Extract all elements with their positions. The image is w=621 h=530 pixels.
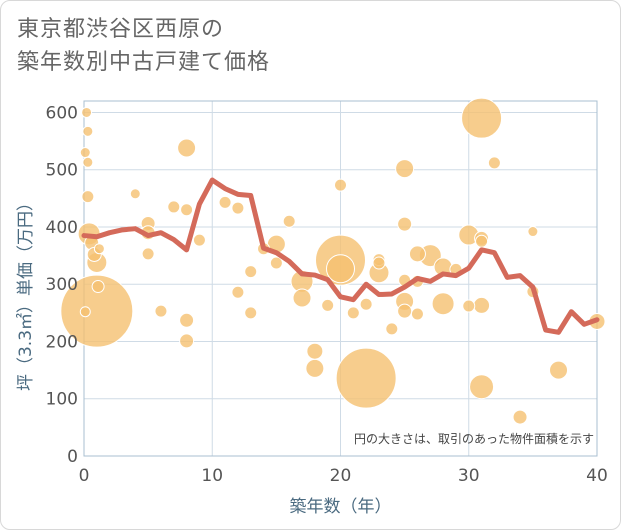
bubble-point — [177, 138, 197, 158]
bubble-point — [487, 156, 501, 170]
y-tick-label: 600 — [46, 103, 78, 123]
chart-title-line-2: 築年数別中古戸建て価格 — [17, 50, 271, 75]
bubble-point — [306, 342, 324, 360]
bubble-point — [82, 156, 94, 168]
bubble-point — [410, 307, 424, 321]
x-tick-label: 0 — [79, 466, 90, 486]
bubble-point — [549, 360, 569, 380]
bubble-point — [473, 296, 491, 314]
bubble-point — [326, 254, 355, 284]
bubble-point — [79, 147, 91, 159]
bubble-point — [218, 195, 232, 209]
bubble-point — [397, 216, 413, 232]
y-tick-label: 400 — [46, 218, 78, 238]
x-tick-label: 30 — [458, 466, 480, 486]
bubble-point — [179, 333, 195, 349]
bubble-point — [231, 285, 245, 299]
y-tick-label: 500 — [46, 161, 78, 181]
bubble-point — [141, 247, 155, 261]
chart-title: 東京都渋谷区西原の 築年数別中古戸建て価格 — [17, 13, 270, 79]
bubble-point — [179, 312, 195, 328]
bubble-point — [79, 306, 91, 318]
bubble-point — [231, 201, 245, 215]
y-tick-label: 300 — [46, 275, 78, 295]
bubble-point — [397, 303, 413, 319]
x-tick-label: 10 — [201, 466, 223, 486]
bubble-point — [461, 97, 503, 139]
bubble-point — [385, 322, 399, 336]
bubble-point — [334, 178, 347, 192]
bubble-point — [292, 288, 312, 308]
bubble-point — [129, 188, 141, 200]
bubble-size-note: 円の大きさは、取引のあった物件面積を示す — [354, 431, 594, 446]
bubble-point — [81, 190, 95, 204]
bubble-point — [60, 274, 134, 348]
y-axis-label: 坪（3.3㎡）単価（万円） — [16, 194, 36, 391]
y-tick-label: 100 — [46, 390, 78, 410]
x-axis-label: 築年数（年） — [290, 497, 392, 517]
bubble-point — [346, 306, 360, 320]
bubble-point — [335, 347, 397, 409]
bubble-point — [462, 299, 476, 313]
bubble-point — [93, 243, 105, 255]
x-tick-label: 20 — [330, 466, 352, 486]
bubble-point — [192, 233, 206, 247]
bubble-point — [469, 374, 495, 400]
bubble-point — [244, 265, 258, 279]
bubble-point — [167, 200, 181, 214]
bubble-point — [431, 292, 455, 316]
x-tick-label: 40 — [586, 466, 608, 486]
bubble-point — [395, 159, 415, 179]
bubble-point — [305, 358, 325, 378]
bubble-point — [408, 245, 426, 263]
bubble-point — [180, 203, 194, 217]
bubble-point — [527, 226, 539, 238]
bubble-point — [82, 125, 94, 137]
bubble-point — [512, 409, 528, 425]
bubble-point — [154, 304, 168, 318]
bubble-point — [475, 234, 489, 248]
bubble-point — [244, 306, 258, 320]
bubble-point — [81, 106, 93, 118]
bubble-point — [359, 297, 373, 311]
bubble-point — [321, 298, 335, 312]
y-tick-label: 0 — [67, 447, 78, 467]
bubble-point — [282, 214, 296, 228]
average-price-line — [81, 177, 600, 335]
y-tick-label: 200 — [46, 332, 78, 352]
bubble-series — [60, 97, 606, 425]
chart-title-line-1: 東京都渋谷区西原の — [17, 17, 225, 42]
bubble-point — [91, 280, 105, 294]
bubble-point — [269, 256, 283, 270]
bubble-point — [372, 256, 386, 270]
